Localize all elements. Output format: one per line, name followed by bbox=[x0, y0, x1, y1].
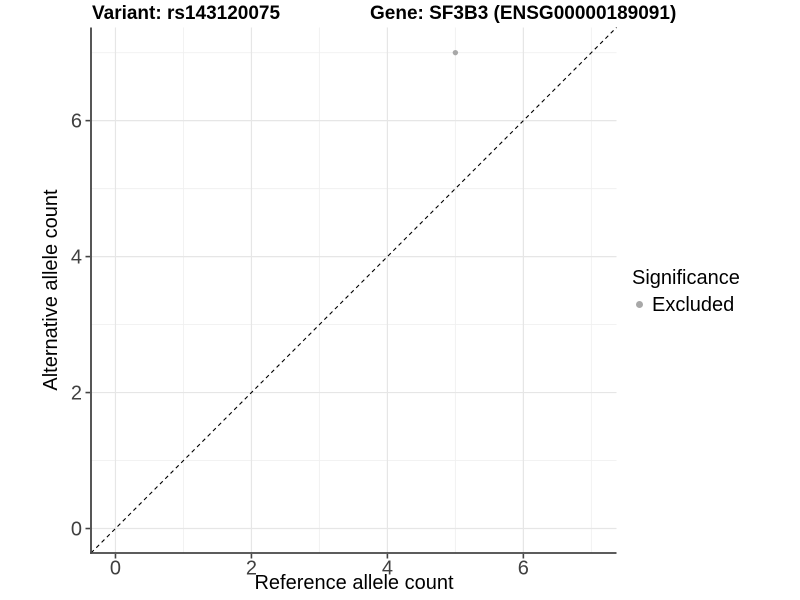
legend-point-marker-icon bbox=[636, 301, 643, 308]
x-tick-label-1: 2 bbox=[246, 558, 257, 580]
x-tick-label-0: 0 bbox=[110, 558, 121, 580]
legend-item-label: Excluded bbox=[652, 293, 735, 316]
legend-item: Excluded bbox=[632, 293, 740, 316]
x-axis-title: Reference allele count bbox=[254, 572, 454, 594]
data-point-excluded-0 bbox=[452, 49, 459, 56]
identity-line bbox=[90, 27, 617, 554]
x-tick-label-3: 6 bbox=[518, 558, 529, 580]
y-tick-label-0: 0 bbox=[71, 519, 82, 541]
plot-title-variant: Variant: rs143120075 bbox=[92, 3, 281, 24]
y-tick-label-2: 4 bbox=[71, 247, 82, 269]
legend-title: Significance bbox=[632, 267, 740, 289]
y-tick-label-1: 2 bbox=[71, 383, 82, 405]
x-tick-label-2: 4 bbox=[382, 558, 393, 580]
plot-title-gene: Gene: SF3B3 (ENSG00000189091) bbox=[370, 3, 677, 24]
y-axis-title: Alternative allele count bbox=[40, 189, 62, 391]
legend: Significance Excluded bbox=[632, 267, 740, 316]
y-tick-label-3: 6 bbox=[71, 111, 82, 133]
